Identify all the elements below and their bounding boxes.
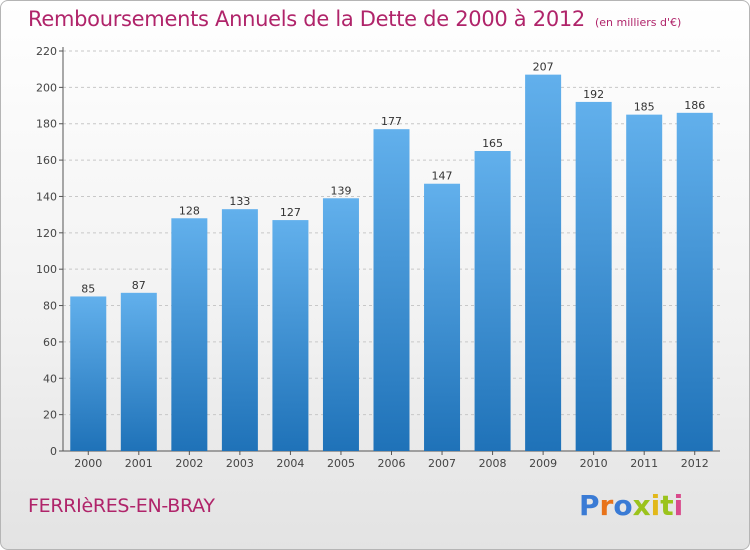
x-tick-label: 2010 — [580, 457, 608, 470]
y-tick-label: 100 — [36, 263, 57, 276]
bar — [272, 220, 309, 451]
y-tick-label: 20 — [43, 409, 57, 422]
bars — [70, 74, 713, 452]
bar — [322, 198, 359, 451]
chart-title-text: Remboursements Annuels de la Dette de 20… — [28, 7, 585, 31]
bar-value-label: 192 — [583, 88, 604, 101]
bar-value-label: 207 — [533, 61, 554, 74]
bar-value-label: 165 — [482, 137, 503, 150]
bar — [676, 112, 713, 452]
x-tick-label: 2011 — [630, 457, 658, 470]
bar-value-label: 139 — [330, 184, 351, 197]
bar-value-label: 185 — [634, 101, 655, 114]
x-tick-label: 2005 — [327, 457, 355, 470]
bar-value-label: 87 — [132, 279, 146, 292]
x-tick-label: 2008 — [479, 457, 507, 470]
bar — [70, 296, 107, 451]
bar-value-label: 133 — [229, 195, 250, 208]
x-tick-label: 2002 — [175, 457, 203, 470]
y-tick-label: 60 — [43, 336, 57, 349]
proxiti-logo[interactable]: Proxiti — [579, 489, 683, 522]
bar — [424, 183, 461, 451]
bar — [575, 101, 612, 451]
y-tick-label: 180 — [36, 118, 57, 131]
logo-letter: x — [632, 489, 651, 522]
y-tick-label: 80 — [43, 300, 57, 313]
x-tick-label: 2000 — [74, 457, 102, 470]
x-tick-label: 2012 — [681, 457, 709, 470]
data-labels: 85 87 128 133 127 139 177 147 165 207 192 185 186 — [81, 61, 705, 296]
bar-value-label: 127 — [280, 206, 301, 219]
x-tick-label: 2003 — [226, 457, 254, 470]
bar-value-label: 85 — [81, 282, 95, 295]
logo-letter: P — [579, 489, 600, 522]
y-tick-label: 0 — [50, 445, 57, 458]
logo-letter: r — [599, 489, 614, 522]
y-tick-label: 200 — [36, 81, 57, 94]
bar — [221, 209, 258, 451]
y-tick-label: 40 — [43, 372, 57, 385]
x-tick-label: 2007 — [428, 457, 456, 470]
commune-name: FERRIèRES-EN-BRAY — [28, 495, 215, 517]
bar — [120, 292, 157, 451]
bar-value-label: 177 — [381, 115, 402, 128]
y-tick-label: 220 — [36, 45, 57, 58]
x-tick-label: 2001 — [125, 457, 153, 470]
x-tick-label: 2006 — [378, 457, 406, 470]
bar — [373, 129, 410, 451]
bar-value-label: 128 — [179, 204, 200, 217]
logo-letter: i — [650, 489, 661, 522]
bar-value-label: 147 — [432, 170, 453, 183]
x-tick-label: 2004 — [276, 457, 304, 470]
logo-letter: t — [660, 489, 674, 522]
logo-letter: i — [673, 489, 684, 522]
logo-letter: o — [613, 489, 633, 522]
y-tick-label: 140 — [36, 190, 57, 203]
x-tick-labels: 2000 2001 2002 2003 2004 2005 2006 2007 2008 2009… — [74, 457, 708, 470]
bar — [474, 151, 511, 451]
y-tick-label: 160 — [36, 154, 57, 167]
y-tick-labels: 0 20 40 60 80 100 120 140 160 180 200 220 — [36, 45, 57, 458]
bar — [525, 74, 562, 452]
chart-unit: (en milliers d'€) — [595, 16, 682, 29]
x-tick-label: 2009 — [529, 457, 557, 470]
bar — [171, 218, 208, 451]
chart-title: Remboursements Annuels de la Dette de 20… — [28, 7, 681, 31]
bar — [626, 114, 663, 452]
y-tick-label: 120 — [36, 227, 57, 240]
bar-value-label: 186 — [684, 99, 705, 112]
